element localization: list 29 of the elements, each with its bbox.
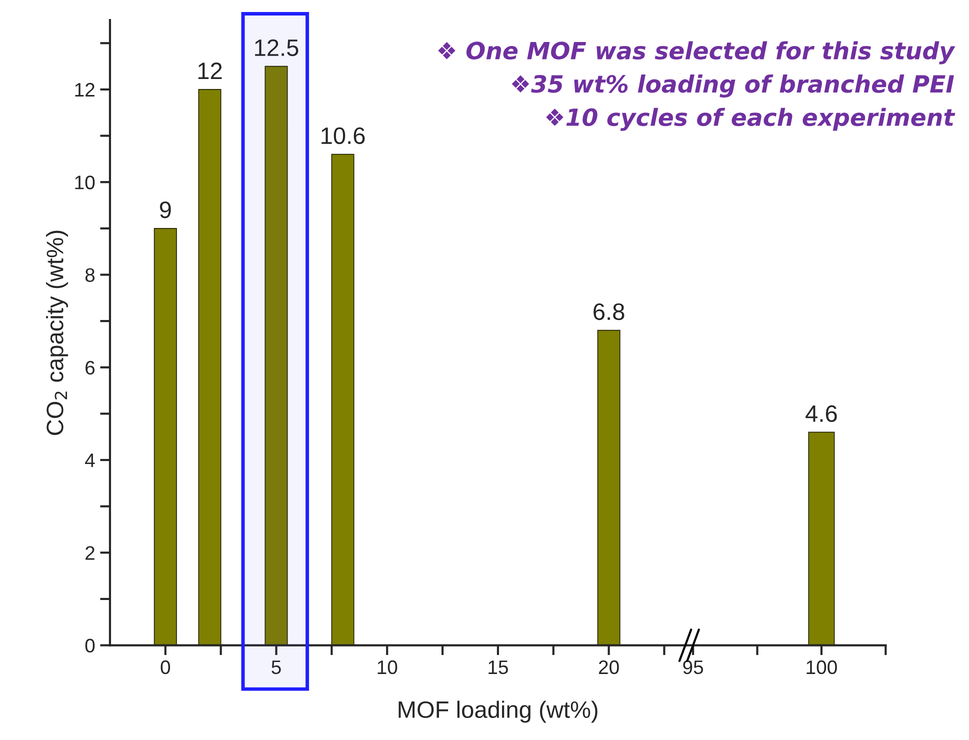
annotation: ❖35 wt% loading of branched PEI xyxy=(512,74,954,98)
y-tick-label: 2 xyxy=(86,546,94,560)
data-label: 6.8 xyxy=(594,303,624,320)
data-label: 9 xyxy=(160,201,171,218)
annotation: ❖10 cycles of each experiment xyxy=(546,108,956,131)
y-tick-label: 0 xyxy=(85,638,95,653)
y-tick-label: 10 xyxy=(75,176,95,190)
bar xyxy=(331,154,354,646)
annotation: ❖ One MOF was selected for this study xyxy=(438,41,956,64)
data-label: 10.6 xyxy=(322,127,365,144)
y-axis-title: CO$_{2}$ capacity (wt%) xyxy=(46,230,68,435)
y-tick-label: 6 xyxy=(86,360,95,375)
data-label: 12 xyxy=(198,62,222,80)
x-tick-label: 0 xyxy=(160,660,170,674)
bar xyxy=(198,89,222,646)
y-tick-label: 8 xyxy=(85,268,95,282)
y-tick-label: 12 xyxy=(75,82,94,97)
x-tick-label: 20 xyxy=(598,660,619,674)
x-tick-label: 10 xyxy=(378,660,398,674)
x-tick-label: 95 xyxy=(683,660,704,674)
data-label: 4.6 xyxy=(806,405,837,422)
x-tick-label: 15 xyxy=(488,660,508,674)
data-label: 12.5 xyxy=(255,39,298,56)
bar xyxy=(154,228,177,646)
bar xyxy=(597,330,620,646)
x-tick-label: 5 xyxy=(272,660,281,674)
x-tick-label: 100 xyxy=(806,660,837,674)
y-tick-label: 4 xyxy=(85,454,95,468)
x-axis-title: MOF loading (wt%) xyxy=(398,700,598,723)
